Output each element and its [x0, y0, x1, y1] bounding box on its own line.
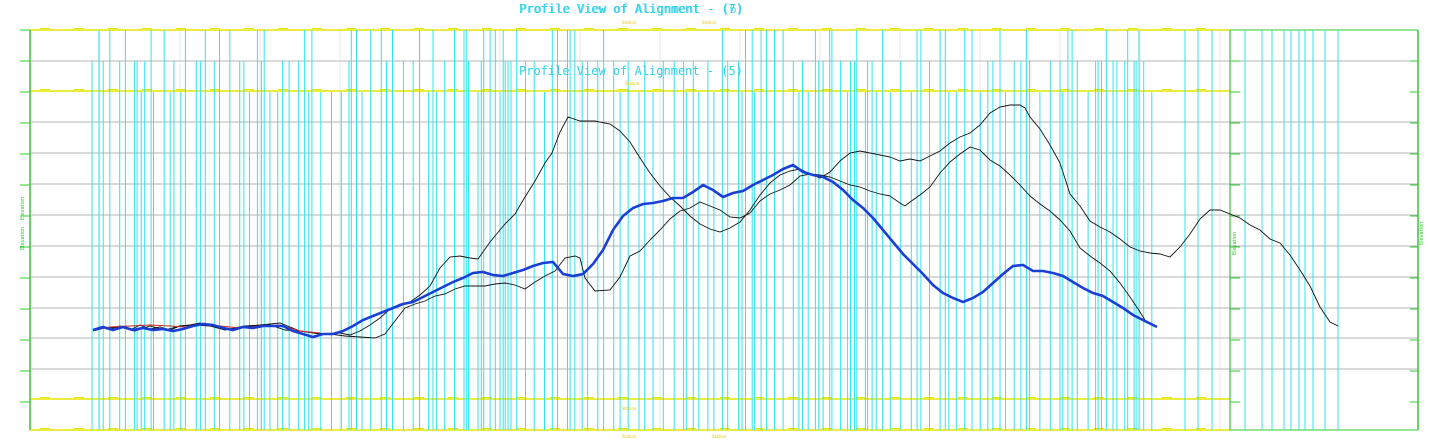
elevation-label-right: Elevation — [1419, 222, 1425, 245]
station-label-top-a: Station — [622, 20, 637, 25]
elevation-label-mid: Elevation — [1232, 232, 1238, 255]
station-label-bottom-a: Station — [622, 406, 637, 411]
profile-lines[interactable] — [92, 104, 1339, 339]
elevation-label-left-b: Elevation — [20, 197, 26, 220]
title-view-7: Profile View of Alignment - (7) — [519, 2, 743, 16]
profile-line-view-7[interactable] — [92, 104, 1339, 336]
station-label-top-c: Station — [625, 81, 640, 86]
station-label-top-b: Station — [702, 20, 717, 25]
title-view-5: Profile View of Alignment - (5) — [519, 64, 743, 78]
station-label-bottom-c: Station — [712, 434, 727, 439]
station-label-bottom-b: Station — [622, 434, 637, 439]
axis-labels: Station Station Station Station Station … — [20, 20, 1425, 439]
title-group: Profile View of Alignment - (7) Profile … — [519, 2, 744, 78]
elevation-label-left-a: Elevation — [20, 227, 26, 250]
profile-line-view-5-blue[interactable] — [92, 163, 1158, 339]
station-lines — [91, 30, 1339, 430]
title-view-6: Profile View of Alignment - (6) — [520, 2, 744, 16]
